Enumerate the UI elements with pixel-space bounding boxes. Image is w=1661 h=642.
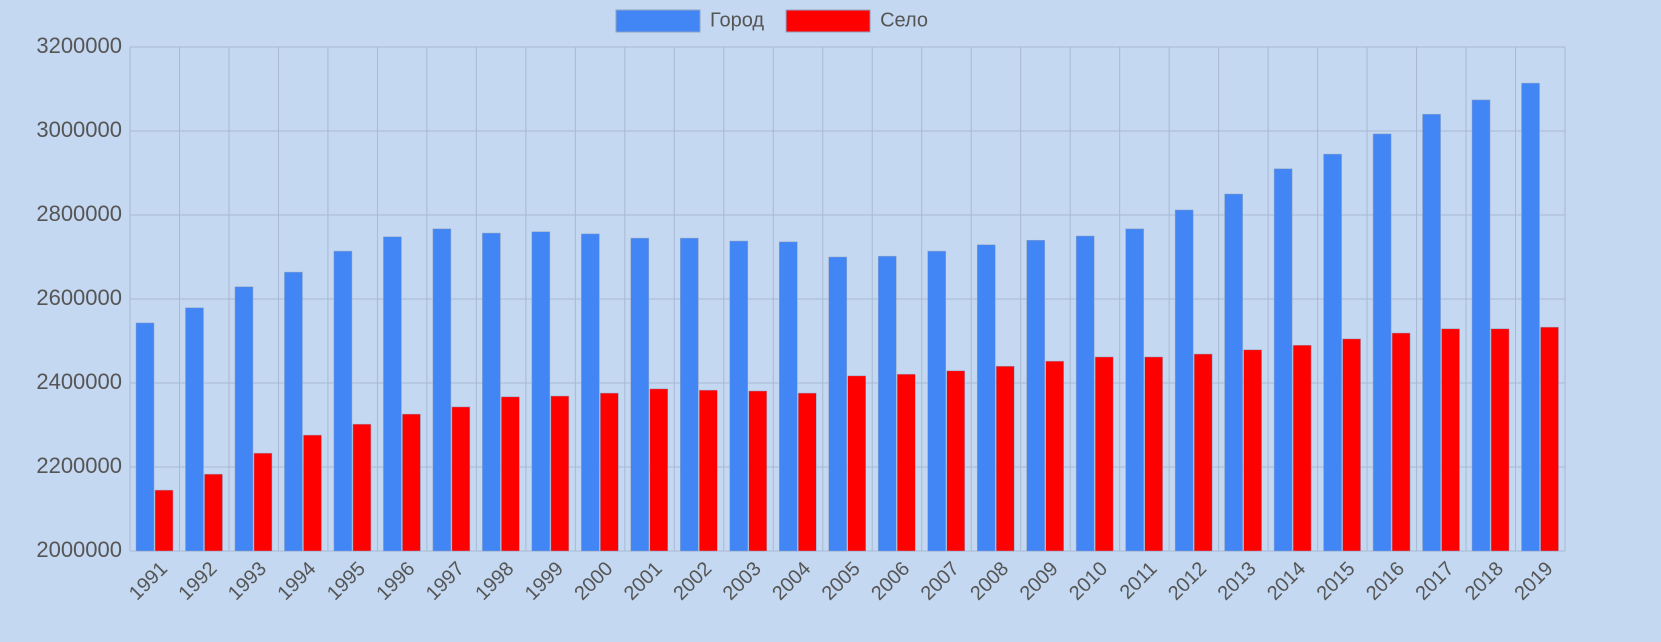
bar [680,237,699,552]
bar [1490,328,1510,552]
bar [1422,113,1441,552]
x-tick-label: 1995 [323,558,370,605]
x-tick-label: 1991 [125,558,172,605]
bar [1342,338,1361,552]
bar [303,434,322,552]
bar [482,232,501,552]
x-tick-label: 2000 [570,558,617,605]
y-tick-label: 2600000 [36,285,122,310]
bar [976,244,996,552]
bar [234,286,254,552]
x-tick-label: 2002 [669,558,716,605]
x-tick-label: 1993 [224,558,271,605]
bar [501,396,520,552]
x-tick-label: 1992 [174,558,221,605]
bar [1045,360,1064,552]
bar [1026,239,1045,552]
bar [402,413,421,552]
x-tick-label: 2005 [818,558,865,605]
bar [581,233,600,552]
bar [1391,332,1411,552]
x-tick-label: 2012 [1164,558,1211,605]
bar [699,389,718,552]
bar [383,236,402,552]
x-tick-label: 2001 [620,558,667,605]
x-tick-label: 2019 [1511,558,1558,605]
y-tick-label: 2200000 [36,453,122,478]
bar [1075,235,1095,552]
bar [154,489,174,552]
bar [896,373,916,552]
x-tick-label: 1998 [471,558,518,605]
x-tick-label: 2008 [966,558,1013,605]
bar [1540,326,1559,552]
x-tick-label: 2006 [867,558,914,605]
x-tick-label: 2007 [917,558,964,605]
y-tick-label: 2800000 [36,201,122,226]
bar [1174,209,1194,552]
bar [779,241,798,552]
legend-swatch [785,9,871,33]
bar [135,322,155,552]
bar [1521,82,1540,552]
x-tick-label: 1996 [372,558,419,605]
y-tick-label: 3200000 [36,33,122,58]
bar [253,452,273,552]
bar [1441,328,1460,552]
bar [550,395,570,552]
bar [1273,168,1293,552]
x-tick-label: 1999 [521,558,568,605]
bar [1094,356,1114,552]
legend-label: Город [710,9,764,31]
x-tick-label: 1997 [422,558,469,605]
bar [432,228,452,552]
y-tick-label: 2400000 [36,369,122,394]
bar [1471,99,1491,552]
bar [877,255,897,552]
x-tick-label: 2003 [719,558,766,605]
x-tick-label: 2009 [1016,558,1063,605]
bar [1125,228,1144,552]
x-tick-label: 2015 [1313,558,1360,605]
bar [284,271,303,552]
x-tick-label: 2010 [1065,558,1112,605]
bar [1243,349,1262,552]
bar [600,392,619,552]
bar [946,370,965,552]
bar [1144,356,1163,552]
x-tick-label: 2018 [1461,558,1508,605]
bar [847,375,867,552]
bar [1292,344,1312,552]
y-tick-label: 3000000 [36,117,122,142]
bar [1323,153,1342,552]
bar [995,365,1015,552]
bar [828,256,848,552]
bar [927,250,946,552]
bar [798,392,817,552]
x-tick-label: 2011 [1116,558,1162,604]
x-tick-label: 2017 [1412,558,1459,605]
legend-swatch [615,9,701,33]
x-tick-label: 1994 [273,558,320,605]
x-tick-label: 2004 [768,558,815,605]
bar [729,240,749,552]
bar [1224,193,1243,552]
x-tick-label: 2014 [1263,558,1310,605]
bar [1372,133,1392,552]
bar [531,231,551,552]
bar [649,388,669,552]
bar [204,473,223,552]
legend-label: Село [880,9,928,31]
bar [185,307,204,552]
y-tick-label: 2000000 [36,537,122,562]
bar [333,250,353,552]
bar [352,423,372,552]
bar [1193,353,1213,552]
bar [630,237,650,552]
x-tick-label: 2016 [1362,558,1409,605]
bar [748,390,768,552]
bar [451,406,471,552]
x-tick-label: 2013 [1214,558,1261,605]
